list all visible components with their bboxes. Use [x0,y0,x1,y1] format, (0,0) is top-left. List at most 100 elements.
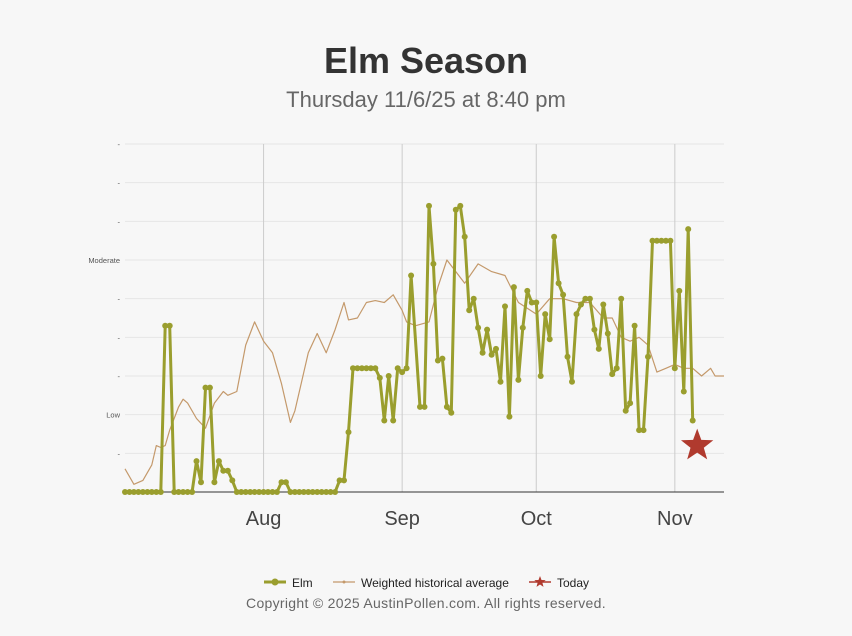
elm-series-line [125,204,695,494]
elm-data-point [215,458,222,465]
elm-data-point [130,489,137,495]
elm-data-point [381,417,388,424]
elm-data-point [484,326,491,333]
elm-data-point [336,477,343,484]
y-tick-label: - [118,295,121,304]
elm-data-point [394,365,401,372]
elm-data-point [247,489,254,495]
legend-today-star [534,576,546,587]
legend-today-label: Today [557,576,589,590]
elm-data-point [233,489,240,495]
elm-data-point [126,489,133,495]
elm-data-point [291,489,298,495]
elm-data-point [524,287,531,294]
elm-data-point [341,477,347,484]
elm-data-point [345,429,352,436]
elm-data-point [434,357,441,364]
elm-data-point [354,365,361,372]
elm-data-point [627,400,634,407]
elm-data-point [399,369,406,376]
elm-data-point [269,489,276,495]
today-star-marker [681,428,714,460]
elm-data-point [578,301,584,308]
elm-data-point [653,237,660,244]
legend-elm-label: Elm [292,576,313,590]
legend-item-average[interactable]: Weighted historical average [333,576,509,590]
elm-data-point [251,489,258,495]
elm-data-point [595,345,602,352]
elm-data-point [510,284,517,291]
legend-item-today[interactable]: Today [529,576,589,590]
elm-data-point [662,237,669,244]
legend-item-elm[interactable]: Elm [264,576,313,590]
elm-data-point [327,489,334,495]
y-tick-label: - [118,333,121,342]
elm-data-point [376,374,383,381]
y-tick-label: - [118,372,121,381]
elm-data-point [318,489,325,495]
elm-data-point [618,295,625,302]
elm-data-point [323,489,330,495]
elm-data-point [582,295,589,302]
elm-data-point [528,299,535,306]
elm-data-point [220,467,227,474]
series-layer [122,202,724,495]
elm-data-point [287,489,294,495]
elm-data-point [475,324,482,331]
elm-data-point [358,365,365,372]
grid-layer [125,143,724,492]
x-tick-label: Nov [657,508,693,530]
elm-data-point [162,322,169,329]
elm-data-point [645,353,651,360]
elm-data-point [314,489,321,495]
elm-data-point [256,489,263,495]
elm-data-point [457,202,464,209]
elm-data-point [265,489,271,495]
elm-data-point [609,371,616,378]
elm-data-point [309,489,316,495]
elm-data-point [202,384,209,391]
elm-data-point [403,365,410,372]
elm-data-point [569,378,575,385]
elm-data-point [502,303,508,310]
average-series-line [124,259,724,485]
elm-data-point [586,295,593,302]
elm-data-point [229,477,236,484]
elm-data-point [408,272,415,279]
elm-data-point [555,280,562,287]
copyright-notice: Copyright © 2025 AustinPollen.com. All r… [246,595,606,611]
x-tick-label: Oct [521,508,553,530]
elm-data-point [278,479,285,486]
elm-data-point [573,311,580,318]
elm-data-point [206,384,213,391]
elm-data-point [667,237,674,244]
elm-data-point [332,489,339,495]
elm-data-point [443,403,450,410]
elm-data-point [461,233,468,240]
chart-subtitle: Thursday 11/6/25 at 8:40 pm [286,87,566,112]
elm-data-point [493,345,499,352]
legend-average-marker [342,580,346,584]
elm-data-point [274,489,280,495]
elm-data-point [640,427,647,434]
y-tick-label: - [118,217,121,226]
elm-data-point [385,373,392,379]
elm-data-point [506,413,513,420]
elm-data-point [533,299,540,306]
elm-data-point [631,322,638,329]
elm-data-point [546,336,553,343]
elm-data-point [139,489,146,495]
elm-data-point [658,237,665,244]
elm-data-point [224,467,231,474]
elm-data-point [148,489,155,495]
elm-data-point [497,378,504,385]
elm-data-point [300,489,307,495]
elm-data-point [260,489,267,495]
y-tick-label: Moderate [88,256,120,265]
elm-data-point [689,417,696,424]
elm-data-point [198,479,204,486]
legend-elm-marker [271,578,279,586]
elm-data-point [363,365,370,372]
elm-data-point [515,376,522,383]
elm-data-point [305,489,312,495]
